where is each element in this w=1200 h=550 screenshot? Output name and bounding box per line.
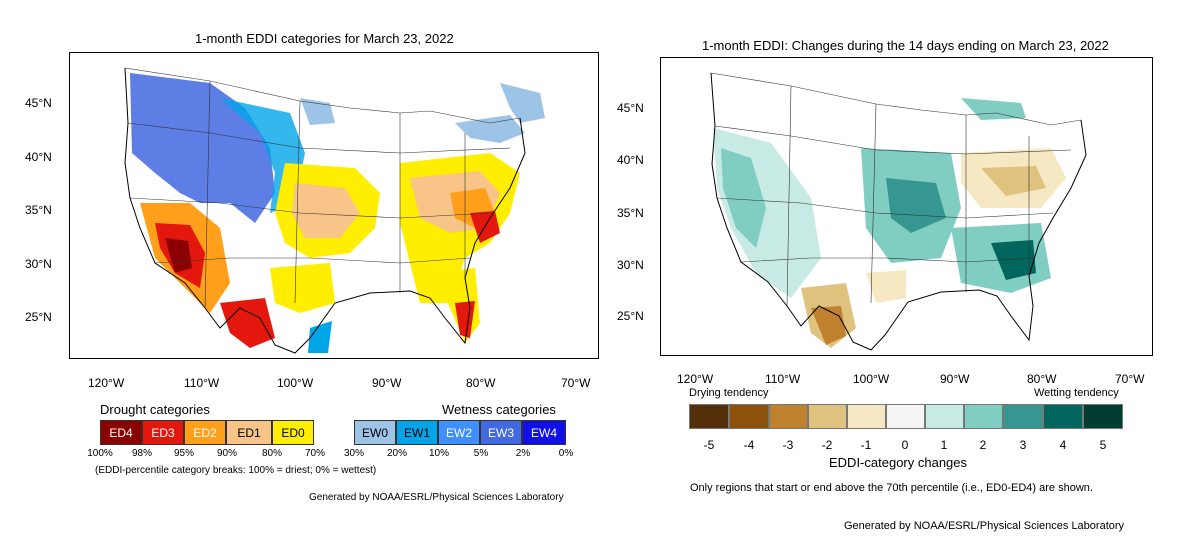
state-borders [124,67,521,309]
left-eddi-category-map [69,52,599,359]
percent-tick: 0% [558,448,574,459]
legend-ed0: ED0 [272,420,314,445]
change-color-cell [808,404,847,429]
percent-tick: 5% [473,448,489,459]
left-lon-tick: 110°W [184,376,220,390]
legend-ew1: EW1 [396,420,438,445]
change-value: 4 [1059,438,1067,452]
change-color-cell [729,404,769,429]
right-lat-tick: 40°N [617,153,644,167]
change-color-cell [964,404,1003,429]
legend-ew0: EW0 [354,420,396,445]
percent-tick: 70% [304,448,325,459]
change-value: -2 [821,438,833,452]
left-lon-tick: 90°W [372,376,402,390]
right-lon-tick: 100°W [853,372,890,386]
left-map-graphic [124,67,545,354]
right-map-title: 1-month EDDI: Changes during the 14 days… [702,38,1109,53]
right-lat-tick: 25°N [617,309,644,323]
right-lon-tick: 110°W [765,372,801,386]
drought-ed3-texas [220,298,275,348]
state-borders [710,72,1082,307]
change-value: -4 [743,438,755,452]
wet-region-maine [500,83,545,123]
legend-ed4: ED4 [100,420,142,445]
change-color-cell [1043,404,1083,429]
drying-ohio-medium [981,166,1046,196]
drought-ed0-texas [270,263,335,313]
drought-ed4-arizona [165,238,192,273]
percent-tick: 98% [131,448,152,459]
right-lon-tick: 70°W [1115,372,1145,386]
right-lat-tick: 35°N [617,206,644,220]
change-value: 1 [940,438,948,452]
coastline [124,67,526,354]
left-lon-tick: 70°W [561,376,591,390]
right-map-graphic [710,72,1087,351]
change-color-cell [769,404,808,429]
percent-tick: 80% [261,448,282,459]
left-lat-tick: 45°N [25,96,52,110]
change-value: 0 [901,438,909,452]
coastline [710,72,1087,351]
wetting-strong-southeast [991,240,1036,280]
change-value: -3 [782,438,794,452]
right-lat-tick: 45°N [617,101,644,115]
drought-categories-header: Drought categories [100,402,210,417]
change-value: 3 [1019,438,1027,452]
change-note: Only regions that start or end above the… [690,482,1093,494]
percent-tick: 90% [216,448,237,459]
change-value: 5 [1099,438,1107,452]
legend-ew3: EW3 [480,420,522,445]
left-lon-tick: 80°W [466,376,496,390]
percent-tick: 100% [87,448,113,459]
change-color-cell [1003,404,1043,429]
wetting-strong-plains [886,178,946,233]
right-lon-tick: 90°W [940,372,970,386]
legend-ed3: ED3 [142,420,184,445]
legend-ew4: EW4 [522,420,566,445]
right-lat-tick: 30°N [617,258,644,272]
legend-ed2: ED2 [184,420,226,445]
left-lon-tick: 120°W [88,376,125,390]
wetting-medium-west [721,148,766,248]
left-lat-tick: 40°N [25,150,52,164]
wet-region-greatlakes [455,115,525,143]
drought-ed1-plains [292,183,360,238]
wetting-tendency-label: Wetting tendency [1034,387,1119,399]
change-color-cell [847,404,886,429]
left-credit: Generated by NOAA/ESRL/Physical Sciences… [309,492,564,503]
change-value: -5 [703,438,715,452]
drying-texas [866,270,906,303]
left-map-title: 1-month EDDI categories for March 23, 20… [195,31,454,46]
right-lon-tick: 120°W [677,372,714,386]
percent-tick: 20% [386,448,407,459]
right-eddi-change-map [660,57,1153,356]
right-lon-tick: 80°W [1027,372,1057,386]
change-color-cell [925,404,964,429]
left-lat-tick: 25°N [25,310,52,324]
change-value: 2 [979,438,987,452]
change-color-cell [1083,404,1123,429]
change-value: -1 [860,438,872,452]
percent-tick: 95% [173,448,194,459]
percentile-note: (EDDI-percentile category breaks: 100% =… [95,465,377,476]
left-lon-tick: 100°W [277,376,314,390]
percent-tick: 30% [343,448,364,459]
legend-neutral [314,420,354,445]
change-color-cell [886,404,925,429]
percent-tick: 10% [428,448,449,459]
legend-ed1: ED1 [226,420,272,445]
right-credit: Generated by NOAA/ESRL/Physical Sciences… [844,520,1125,532]
left-lat-tick: 35°N [25,203,52,217]
legend-ew2: EW2 [438,420,480,445]
drying-strong-southwest [811,306,846,345]
change-color-cell [689,404,729,429]
change-legend-title: EDDI-category changes [829,455,968,470]
left-lat-tick: 30°N [25,257,52,271]
drying-tendency-label: Drying tendency [689,387,769,399]
wet-region-texas-coast [308,321,332,353]
percent-tick: 2% [515,448,531,459]
wetness-categories-header: Wetness categories [442,402,556,417]
